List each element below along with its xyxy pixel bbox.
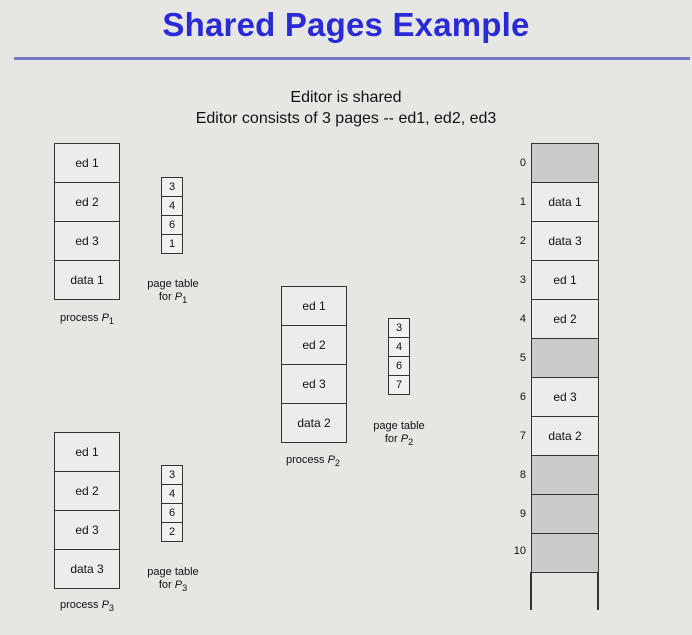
slide-title: Shared Pages Example: [162, 6, 530, 43]
page-table-entry: 1: [161, 234, 183, 254]
memory-frame: data 2: [531, 416, 599, 456]
frame-number: 5: [519, 352, 526, 364]
memory-right-edge: [597, 572, 599, 610]
process-page: data 1: [54, 260, 120, 300]
page-table-entry: 4: [161, 484, 183, 504]
page-table-entry: 7: [388, 375, 410, 395]
subtitle-line-2: Editor consists of 3 pages -- ed1, ed2, …: [195, 110, 497, 127]
process-page: ed 2: [54, 471, 120, 511]
page-table-1: 3 4 6 1: [161, 177, 183, 254]
page-table-entry: 6: [161, 215, 183, 235]
memory-frame: data 1: [531, 182, 599, 222]
physical-memory: data 1 data 3 ed 1 ed 2 ed 3 data 2: [531, 143, 599, 573]
page-table-entry: 3: [161, 465, 183, 485]
frame-number: 8: [519, 469, 526, 481]
page-table-entry: 3: [161, 177, 183, 197]
process-page: ed 2: [54, 182, 120, 222]
process-page: ed 1: [54, 432, 120, 472]
process-page: ed 2: [281, 325, 347, 365]
memory-frame: [531, 338, 599, 378]
page-table-entry: 6: [161, 503, 183, 523]
memory-frame: [531, 533, 599, 573]
page-table-entry: 4: [388, 337, 410, 357]
process-page: ed 1: [281, 286, 347, 326]
page-table-2-caption: page table for P2: [373, 420, 425, 448]
memory-frame: ed 1: [531, 260, 599, 300]
process-1-pages: ed 1 ed 2 ed 3 data 1: [54, 143, 120, 300]
process-page: data 2: [281, 403, 347, 443]
frame-number: 10: [513, 545, 526, 557]
process-2-pages: ed 1 ed 2 ed 3 data 2: [281, 286, 347, 443]
memory-left-edge: [530, 572, 532, 610]
memory-frame: [531, 494, 599, 534]
process-page: ed 3: [281, 364, 347, 404]
memory-frame: data 3: [531, 221, 599, 261]
process-page: ed 3: [54, 510, 120, 550]
page-table-2: 3 4 6 7: [388, 318, 410, 395]
memory-frame: [531, 455, 599, 495]
process-3-caption: process P3: [59, 599, 115, 614]
frame-number: 1: [519, 196, 526, 208]
process-2-caption: process P2: [285, 454, 341, 469]
frame-number: 7: [519, 430, 526, 442]
page-table-3: 3 4 6 2: [161, 465, 183, 542]
frame-number: 0: [519, 157, 526, 169]
page-table-1-caption: page table for P1: [147, 278, 199, 306]
memory-frame: [531, 143, 599, 183]
memory-frame: ed 2: [531, 299, 599, 339]
frame-number: 3: [519, 274, 526, 286]
page-table-entry: 2: [161, 522, 183, 542]
page-table-entry: 4: [161, 196, 183, 216]
memory-frame: ed 3: [531, 377, 599, 417]
process-page: ed 3: [54, 221, 120, 261]
frame-number: 6: [519, 391, 526, 403]
page-table-entry: 3: [388, 318, 410, 338]
process-3-pages: ed 1 ed 2 ed 3 data 3: [54, 432, 120, 589]
page-table-entry: 6: [388, 356, 410, 376]
page-table-3-caption: page table for P3: [147, 566, 199, 594]
subtitle-line-1: Editor is shared: [290, 89, 402, 106]
process-page: ed 1: [54, 143, 120, 183]
process-1-caption: process P1: [59, 312, 115, 327]
process-page: data 3: [54, 549, 120, 589]
title-underline: [14, 57, 690, 60]
frame-number: 2: [519, 235, 526, 247]
frame-number: 4: [519, 313, 526, 325]
frame-number: 9: [519, 508, 526, 520]
